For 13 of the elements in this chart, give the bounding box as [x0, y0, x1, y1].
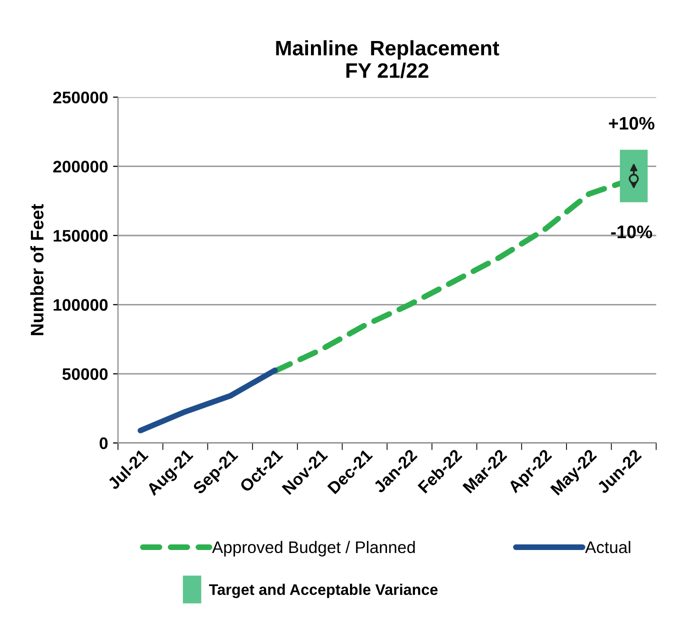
y-tick-label: 200000 — [53, 160, 108, 173]
annotation: +10% — [608, 116, 654, 130]
y-tick-label: 100000 — [54, 299, 108, 311]
chart-title: Mainline Replacement FY 21/22 — [276, 40, 500, 78]
y-tick-label: 250000 — [53, 92, 108, 104]
legend-label: Approved Budget / Planned — [212, 540, 415, 556]
annotation: -10% — [611, 225, 652, 238]
y-tick-label: 0 — [100, 437, 108, 450]
y-tick-label: 150000 — [54, 230, 108, 242]
y-tick-label: 50000 — [62, 368, 108, 380]
y-axis-title: Number of Feet — [30, 204, 44, 336]
legend-label: Actual — [585, 540, 630, 554]
legend-label: Target and Acceptable Variance — [209, 584, 438, 598]
